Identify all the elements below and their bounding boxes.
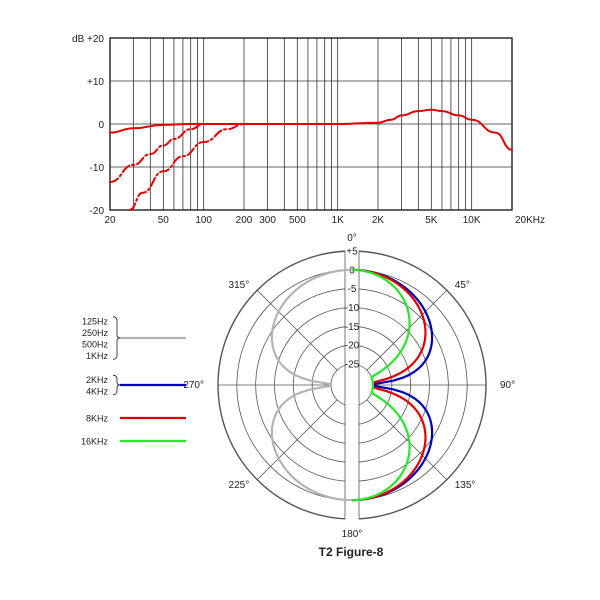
angle-label: 135°	[455, 480, 476, 491]
x-tick-label: 1K	[332, 215, 345, 226]
radial-tick-label: -10	[345, 303, 360, 314]
x-tick-label: 200	[236, 215, 253, 226]
radial-tick-label: +5	[346, 247, 358, 258]
response-curve-bass-cut-2	[128, 123, 245, 211]
legend-label: 500Hz	[82, 339, 109, 349]
legend-label: 4KHz	[86, 386, 109, 396]
legend-brace	[112, 316, 121, 360]
angle-label: 45°	[455, 280, 470, 291]
y-tick-label: -20	[90, 206, 105, 217]
angle-label: 0°	[347, 233, 357, 244]
x-tick-label: 5K	[425, 215, 438, 226]
legend-label: 125Hz	[82, 316, 109, 326]
angle-label: 225°	[229, 480, 250, 491]
y-tick-label: 0	[98, 120, 104, 131]
x-tick-label: 2K	[372, 215, 385, 226]
radial-tick-label: -25	[345, 360, 360, 371]
x-tick-label: 20	[104, 215, 116, 226]
plot-frame	[109, 37, 513, 211]
y-tick-label: -10	[90, 163, 105, 174]
radial-tick-label: -15	[345, 322, 360, 333]
legend-label: 2KHz	[86, 375, 109, 385]
polar-pattern-chart: +50-5-10-15-20-250°45°90°135°180°225°270…	[183, 233, 515, 540]
polar-curve-low	[270, 268, 353, 502]
y-tick-label: dB +20	[72, 34, 104, 45]
legend-label: 1KHz	[86, 351, 109, 361]
response-curve-response	[109, 108, 513, 151]
radial-tick-label: -5	[348, 284, 357, 295]
polar-curve-top	[351, 268, 411, 502]
angle-label: 180°	[342, 529, 363, 540]
x-tick-label: 100	[195, 215, 212, 226]
chart-caption: T2 Figure-8	[319, 545, 384, 559]
x-tick-label: 50	[158, 215, 170, 226]
scale-strip	[345, 249, 359, 521]
x-tick-label: 20KHz	[515, 215, 545, 226]
angle-label: 315°	[229, 280, 250, 291]
legend-label: 16KHz	[81, 437, 109, 447]
legend-label: 8KHz	[86, 414, 109, 424]
radial-tick-label: -20	[345, 341, 360, 352]
y-tick-label: +10	[87, 77, 104, 88]
x-tick-label: 10K	[463, 215, 481, 226]
angle-label: 270°	[183, 380, 204, 391]
legend-label: 250Hz	[82, 328, 109, 338]
angle-label: 90°	[500, 380, 515, 391]
x-tick-label: 500	[289, 215, 306, 226]
response-curve-bass-cut-1	[109, 123, 205, 184]
legend-brace	[112, 374, 121, 396]
x-tick-label: 300	[259, 215, 276, 226]
